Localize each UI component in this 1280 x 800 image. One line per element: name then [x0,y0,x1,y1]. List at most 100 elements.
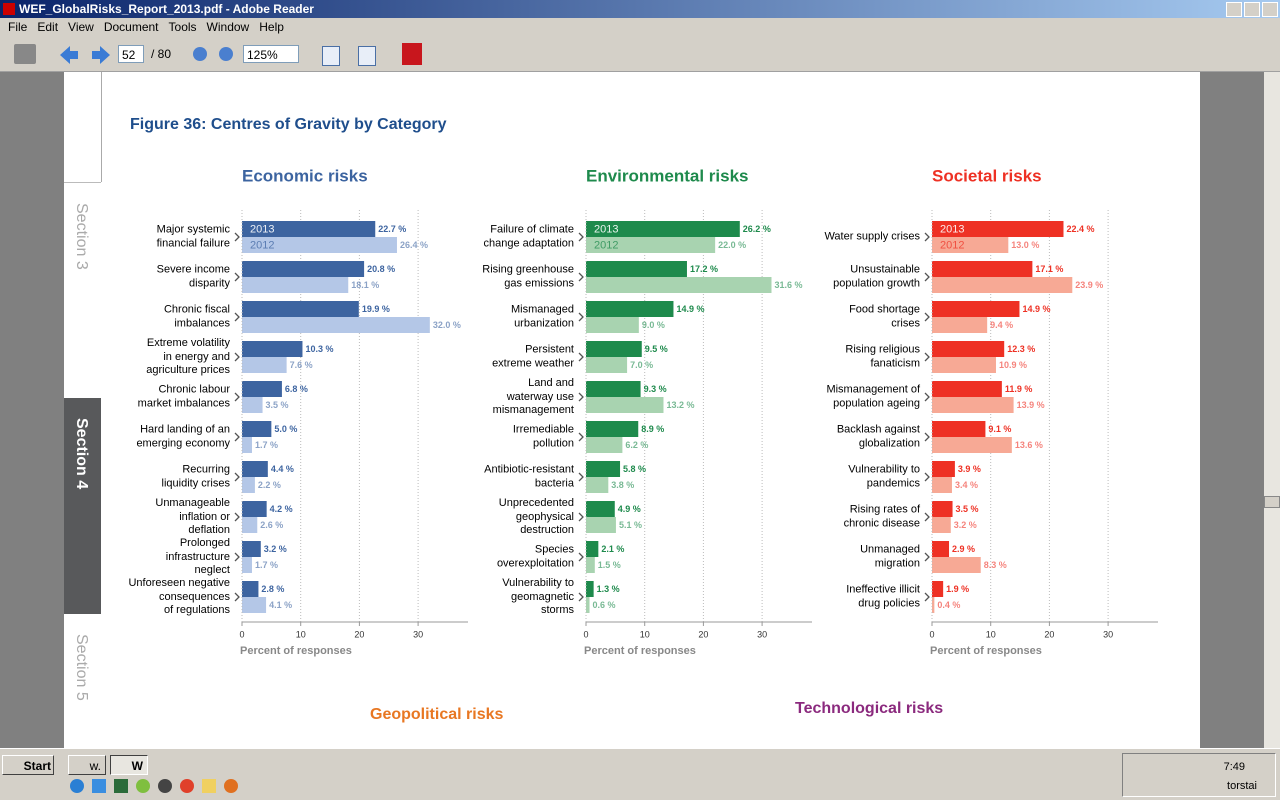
value-label: 31.6 % [774,280,802,290]
zoom-out[interactable] [193,47,207,61]
start-button[interactable]: Start [2,755,54,775]
ql-icon[interactable] [92,779,106,793]
chevron [234,272,240,282]
bar [932,581,944,597]
fit-width[interactable] [358,46,376,66]
value-label: 7.6 % [290,360,313,370]
bar [586,341,642,357]
x-tick-label: 20 [1044,629,1054,639]
value-label: 2.1 % [601,544,624,554]
value-label: 26.4 % [400,240,428,250]
value-label: 11.9 % [1005,384,1033,394]
value-label: 13.6 % [1015,440,1043,450]
print-button[interactable] [14,44,36,64]
value-label: 0.4 % [937,600,960,610]
menu-item[interactable]: Edit [37,20,59,34]
ql-icon[interactable] [224,779,238,793]
ql-icon[interactable] [158,779,172,793]
bar [932,541,950,557]
value-label: 9.0 % [642,320,665,330]
value-label: 13.2 % [666,400,694,410]
ql-icon[interactable] [202,779,216,793]
value-label: 3.8 % [611,480,634,490]
window-controls [1224,2,1278,22]
bar [242,381,282,397]
value-label: 18.1 % [351,280,379,290]
value-label: 1.3 % [597,584,620,594]
value-label: 22.4 % [1066,224,1094,234]
bar [586,501,615,517]
value-label: 23.9 % [1075,280,1103,290]
acrobat-button[interactable] [402,43,422,65]
bar [586,261,687,277]
value-label: 5.1 % [619,520,642,530]
window-title: WEF_GlobalRisks_Report_2013.pdf - Adobe … [19,2,314,16]
value-label: 13.9 % [1017,400,1045,410]
chevron [234,352,240,362]
scrollbar[interactable] [1264,72,1280,748]
nav-arrows [60,46,110,64]
zoom-in[interactable] [219,47,233,61]
section-tab[interactable]: Section 5 [64,614,101,748]
bar [242,261,365,277]
page-input[interactable]: 52 [118,45,144,63]
menu-item[interactable]: View [68,20,94,34]
value-label: 1.7 % [255,440,278,450]
ql-icon[interactable] [70,779,84,793]
task-button[interactable]: w. [68,755,106,775]
menu-item[interactable]: File [8,20,28,34]
chevron [578,312,584,322]
value-label: 4.1 % [269,600,292,610]
ql-icon[interactable] [180,779,194,793]
chevron [924,512,930,522]
task-button-active[interactable]: W [110,755,148,775]
x-tick-label: 30 [413,629,423,639]
next-section-title: Technological risks [795,700,944,717]
fit-page[interactable] [322,46,340,66]
bar [242,221,376,237]
menu-item[interactable]: Document [103,20,159,34]
menu-item[interactable]: Help [259,20,284,34]
ql-icon[interactable] [136,779,150,793]
zoom-select[interactable]: 125% [243,45,299,63]
menu-item[interactable]: Tools [168,20,197,34]
chevron [924,272,930,282]
value-label: 3.5 % [956,504,979,514]
chevron [578,392,584,402]
maximize[interactable] [1244,2,1260,17]
x-tick-label: 10 [296,629,306,639]
section-tab-active[interactable]: Section 4 [64,398,101,614]
chevron [924,552,930,562]
chevron [578,512,584,522]
section-tab[interactable]: Section 3 [64,182,101,399]
chevron [234,592,240,602]
next-page[interactable] [92,46,110,64]
bar [932,341,1005,357]
menu-item[interactable]: Window [206,20,250,34]
page-total: / 80 [151,47,172,61]
bar [586,277,772,293]
x-tick-label: 0 [239,629,244,639]
charts: Economic risks 0 10 20 30 Percent of response… [234,166,1158,657]
value-label: 3.2 % [264,544,287,554]
value-label: 5.0 % [274,424,297,434]
legend-label: 2013 [594,223,618,235]
ql-icon[interactable] [114,779,128,793]
value-label: 12.3 % [1007,344,1035,354]
bar [586,517,616,533]
bar [586,357,628,373]
chevron [578,432,584,442]
bar [242,317,430,333]
value-label: 1.7 % [255,560,278,570]
x-tick-label: 10 [986,629,996,639]
toolbar: 52 / 80 125% [0,37,1280,72]
chart-title: Environmental risks [586,166,749,185]
bar [586,541,599,557]
bar [242,357,287,373]
bar [586,477,609,493]
bar [242,397,263,413]
close[interactable] [1262,2,1278,17]
minimize[interactable] [1226,2,1242,17]
prev-page[interactable] [60,46,78,64]
bar [932,317,988,333]
